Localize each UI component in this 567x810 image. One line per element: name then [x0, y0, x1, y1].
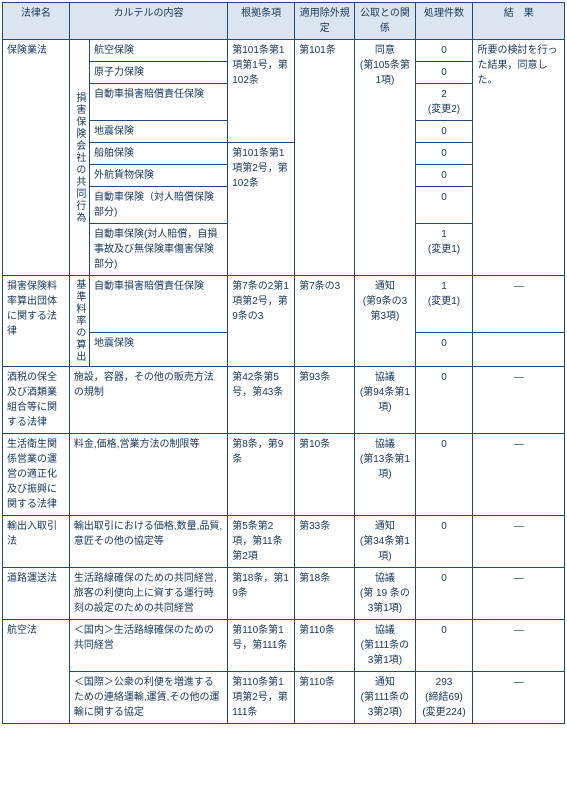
cell-exemption: 第93条	[295, 367, 355, 434]
cell-ftc: 協議(第111条の3第1項)	[355, 620, 415, 672]
cell-basis: 第7条の2第1項第2号，第9条の3	[228, 276, 295, 367]
cell-count: 1(変更1)	[415, 276, 473, 333]
cell-count: 0	[415, 620, 473, 672]
table-header-row: 法律名 カルテルの内容 根拠条項 適用除外規定 公取との関係 処理件数 結 果	[3, 3, 565, 40]
cell-content: ＜国際＞公衆の利便を増進するための連絡運輸,運賃,その他の運輸に関する協定	[69, 672, 227, 724]
cell-ftc: 同意(第105条第1項)	[355, 40, 415, 276]
th-result: 結 果	[473, 3, 565, 40]
cell-exemption: 第110条	[295, 672, 355, 724]
table-row: 損害保険料率算出団体に関する法律 基準料率の算出 自動車損害賠償責任保険 第7条…	[3, 276, 565, 333]
cell-count: 0	[415, 333, 473, 367]
cell-exemption: 第10条	[295, 434, 355, 516]
cell-law: 輸出入取引法	[3, 516, 70, 568]
cell-result: ―	[473, 367, 565, 434]
cell-content: 地震保険	[89, 333, 227, 367]
cell-basis: 第5条第2項，第11条第2項	[228, 516, 295, 568]
th-law: 法律名	[3, 3, 70, 40]
cell-content: ＜国内＞生活路線確保のための共同経営	[69, 620, 227, 672]
cell-ftc: 協議(第94条第1項)	[355, 367, 415, 434]
cell-exemption: 第101条	[295, 40, 355, 276]
cell-ftc: 協議(第13条第1項)	[355, 434, 415, 516]
th-content: カルテルの内容	[69, 3, 227, 40]
cell-count: 0	[415, 40, 473, 62]
cell-result: ―	[473, 434, 565, 516]
cell-count: 0	[415, 165, 473, 187]
th-basis: 根拠条項	[228, 3, 295, 40]
cell-content: 原子力保険	[89, 62, 227, 84]
table-row: 輸出入取引法 輸出取引における価格,数量,品質,意匠その他の協定等 第5条第2項…	[3, 516, 565, 568]
cell-result: ―	[473, 620, 565, 672]
cell-law: 酒税の保全及び酒類業組合等に関する法律	[3, 367, 70, 434]
cell-content: 船舶保険	[89, 143, 227, 165]
cell-group: 基準料率の算出	[69, 276, 89, 367]
cell-content: 施設，容器，その他の販売方法の規制	[69, 367, 227, 434]
cell-count: 0	[415, 516, 473, 568]
cell-ftc: 通知(第34条第1項)	[355, 516, 415, 568]
cell-exemption: 第18条	[295, 568, 355, 620]
table-row: 航空法 ＜国内＞生活路線確保のための共同経営 第110条第1号，第111条 第1…	[3, 620, 565, 672]
cell-exemption: 第7条の3	[295, 276, 355, 367]
table-row: 酒税の保全及び酒類業組合等に関する法律 施設，容器，その他の販売方法の規制 第4…	[3, 367, 565, 434]
cell-ftc: 協議(第 19 条の3第1項)	[355, 568, 415, 620]
table-row: 道路運送法 生活路線確保のための共同経営,旅客の利便向上に資する運行時刻の設定の…	[3, 568, 565, 620]
cell-content: 外航貨物保険	[89, 165, 227, 187]
cell-group: 損害保険会社の共同行為	[69, 40, 89, 276]
cell-basis: 第18条，第19条	[228, 568, 295, 620]
cell-ftc: 通知(第9条の3第3項)	[355, 276, 415, 367]
table-row: ＜国際＞公衆の利便を増進するための連絡運輸,運賃,その他の運輸に関する協定 第1…	[3, 672, 565, 724]
cell-basis: 第110条第1号，第111条	[228, 620, 295, 672]
cell-count: 0	[415, 367, 473, 434]
cell-exemption: 第33条	[295, 516, 355, 568]
cell-result: ―	[473, 276, 565, 333]
cell-count: 0	[415, 568, 473, 620]
cell-count: 1(変更1)	[415, 224, 473, 276]
cell-content: 自動車保険（対人賠償保険部分)	[89, 187, 227, 224]
cell-result	[473, 333, 565, 367]
cell-result: ―	[473, 516, 565, 568]
cell-count: 0	[415, 187, 473, 224]
cell-basis: 第42条第5号，第43条	[228, 367, 295, 434]
cell-content: 自動車損害賠償責任保険	[89, 84, 227, 121]
cell-ftc: 通知(第111条の3第2項)	[355, 672, 415, 724]
cell-content: 航空保険	[89, 40, 227, 62]
th-ftc: 公取との関係	[355, 3, 415, 40]
cell-content: 生活路線確保のための共同経営,旅客の利便向上に資する運行時刻の設定のための共同経…	[69, 568, 227, 620]
cell-law: 保険業法	[3, 40, 70, 276]
cell-count: 0	[415, 143, 473, 165]
cell-result: ―	[473, 672, 565, 724]
table-row: 保険業法 損害保険会社の共同行為 航空保険 第101条第1項第1号，第102条 …	[3, 40, 565, 62]
cell-exemption: 第110条	[295, 620, 355, 672]
cell-law: 道路運送法	[3, 568, 70, 620]
cell-content: 地震保険	[89, 121, 227, 143]
cell-count: 0	[415, 121, 473, 143]
cell-basis: 第101条第1項第2号，第102条	[228, 143, 295, 276]
cell-law: 損害保険料率算出団体に関する法律	[3, 276, 70, 367]
cell-count: 0	[415, 62, 473, 84]
cell-law: 生活衛生関係営業の運営の適正化及び振興に関する法律	[3, 434, 70, 516]
cell-basis: 第110条第1項第2号，第111条	[228, 672, 295, 724]
cell-basis: 第101条第1項第1号，第102条	[228, 40, 295, 143]
cell-result: ―	[473, 568, 565, 620]
cell-content: 自動車保険(対人賠償，自損事故及び無保険車傷害保険部分)	[89, 224, 227, 276]
cell-basis: 第8条，第9条	[228, 434, 295, 516]
cell-count: 2(変更2)	[415, 84, 473, 121]
cell-content: 自動車損害賠償責任保険	[89, 276, 227, 333]
cell-count: 293(締結69)(変更224)	[415, 672, 473, 724]
cell-result: 所要の検討を行った結果，同意した。	[473, 40, 565, 276]
cell-content: 輸出取引における価格,数量,品質,意匠その他の協定等	[69, 516, 227, 568]
cell-content: 料金,価格,営業方法の制限等	[69, 434, 227, 516]
legal-cartel-table: 法律名 カルテルの内容 根拠条項 適用除外規定 公取との関係 処理件数 結 果 …	[2, 2, 565, 724]
cell-count: 0	[415, 434, 473, 516]
table-row: 生活衛生関係営業の運営の適正化及び振興に関する法律 料金,価格,営業方法の制限等…	[3, 434, 565, 516]
th-exemption: 適用除外規定	[295, 3, 355, 40]
cell-law: 航空法	[3, 620, 70, 724]
th-count: 処理件数	[415, 3, 473, 40]
